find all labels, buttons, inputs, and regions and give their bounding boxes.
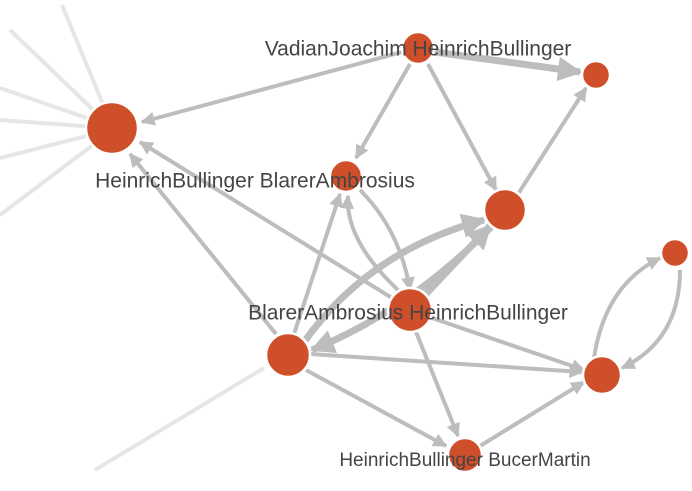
node [264, 331, 312, 379]
edge [358, 188, 415, 292]
edge [426, 63, 498, 192]
edge [354, 63, 412, 160]
node [581, 354, 623, 396]
node [580, 59, 612, 91]
edge [305, 368, 448, 448]
node-label: HeinrichBullinger BucerMartin [339, 450, 590, 471]
node-label: BlarerAmbrosius HeinrichBullinger [248, 302, 568, 325]
labels: VadianJoachim HeinrichBullinger Heinrich… [95, 38, 591, 471]
node [659, 237, 691, 269]
node [446, 436, 484, 474]
edge [592, 256, 662, 359]
edge [431, 316, 586, 373]
nodes [84, 30, 691, 474]
node [328, 158, 364, 194]
edge [140, 50, 403, 126]
edge [340, 194, 400, 292]
edge [292, 192, 343, 335]
edge [433, 48, 583, 82]
edge [309, 352, 584, 379]
edge [414, 331, 460, 438]
edge [93, 366, 266, 472]
node [84, 100, 140, 156]
edge [128, 152, 278, 336]
edge [138, 140, 394, 300]
node-label: VadianJoachim HeinrichBullinger [265, 38, 572, 61]
node [482, 187, 528, 233]
node-label: HeinrichBullinger BlarerAmbrosius [95, 170, 415, 193]
edge [620, 269, 682, 370]
edge [478, 380, 586, 448]
node [386, 286, 434, 334]
edges [0, 4, 682, 472]
node [400, 30, 436, 66]
edge [516, 86, 588, 196]
edge [301, 213, 487, 345]
